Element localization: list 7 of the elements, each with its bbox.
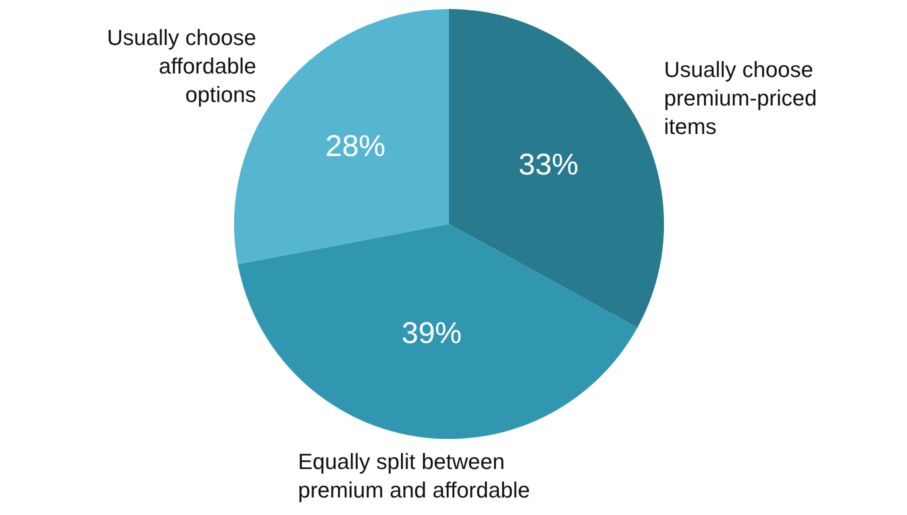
slice-label: Usually choose premium-priced items (664, 57, 817, 140)
data-label: 39% (402, 316, 462, 350)
data-label: 33% (518, 148, 578, 182)
pie-slice (238, 224, 638, 439)
slice-label: Usually choose affordable options (107, 25, 256, 108)
slice-label: Equally split between premium and affordable (298, 449, 530, 503)
data-label: 28% (325, 130, 386, 164)
